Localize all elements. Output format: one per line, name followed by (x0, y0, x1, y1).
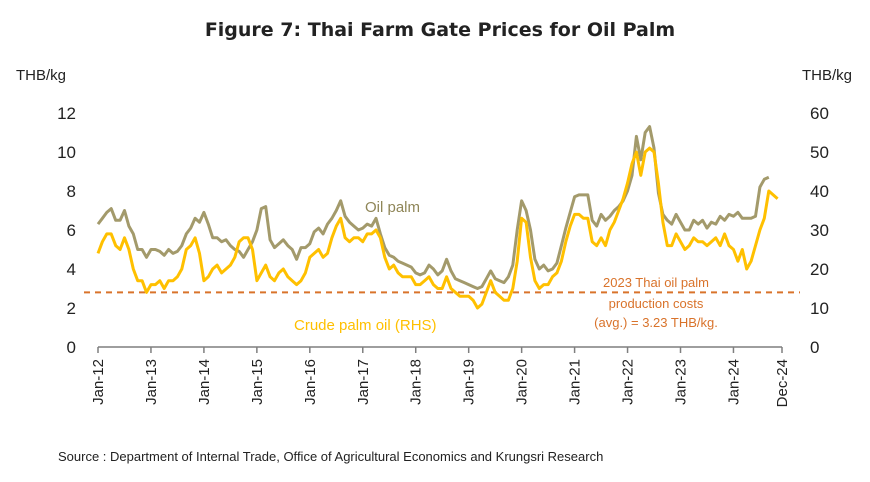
x-tick-label: Jan-12 (90, 359, 107, 405)
x-tick-label: Jan-21 (567, 359, 584, 405)
annotation-crude-palm-oil: Crude palm oil (RHS) (294, 317, 437, 334)
x-tick-label: Jan-16 (302, 359, 319, 405)
reference-line-label: 2023 Thai oil palm production costs (avg… (594, 275, 718, 330)
series-line-oil-palm (96, 125, 770, 290)
left-tick-label: 6 (67, 221, 76, 240)
left-axis-ticks: 0 2 4 6 8 10 12 (57, 104, 76, 357)
chart-title: Figure 7: Thai Farm Gate Prices for Oil … (205, 19, 675, 41)
left-tick-label: 0 (67, 338, 76, 357)
left-tick-label: 12 (57, 104, 76, 123)
x-tick-label: Jan-17 (355, 359, 372, 405)
x-tick-label: Jan-15 (249, 359, 266, 405)
x-tick-label: Jan-14 (196, 359, 213, 405)
x-tick-label: Jan-23 (673, 359, 690, 405)
right-tick-label: 20 (810, 260, 829, 279)
left-tick-label: 2 (67, 299, 76, 318)
source-note: Source : Department of Internal Trade, O… (58, 449, 603, 464)
x-tick-label: Jan-22 (620, 359, 637, 405)
x-tick-label: Jan-24 (725, 359, 742, 405)
x-tick-label: Jan-20 (514, 359, 531, 405)
x-tick-label: Jan-19 (461, 359, 478, 405)
series-line-crude-palm-oil (96, 146, 779, 310)
left-tick-label: 8 (67, 182, 76, 201)
reference-label-line-1: 2023 Thai oil palm (603, 275, 709, 290)
right-tick-label: 50 (810, 143, 829, 162)
x-tick-label: Dec-24 (774, 359, 791, 407)
annotation-oil-palm: Oil palm (365, 199, 420, 216)
x-tick-label: Jan-13 (143, 359, 160, 405)
right-tick-label: 10 (810, 299, 829, 318)
right-tick-label: 30 (810, 221, 829, 240)
x-axis-ticks: Jan-12 Jan-13 Jan-14 Jan-15 Jan-16 Jan-17 Jan-… (90, 347, 791, 407)
reference-label-line-2: production costs (609, 296, 704, 311)
right-tick-label: 0 (810, 338, 819, 357)
right-tick-label: 40 (810, 182, 829, 201)
reference-label-line-3: (avg.) = 3.23 THB/kg. (594, 315, 718, 330)
right-axis-unit: THB/kg (802, 67, 852, 84)
left-tick-label: 10 (57, 143, 76, 162)
right-axis-ticks: 0 10 20 30 40 50 60 (810, 104, 829, 357)
left-axis-unit: THB/kg (16, 67, 66, 84)
right-tick-label: 60 (810, 104, 829, 123)
x-tick-label: Jan-18 (408, 359, 425, 405)
left-tick-label: 4 (67, 260, 76, 279)
